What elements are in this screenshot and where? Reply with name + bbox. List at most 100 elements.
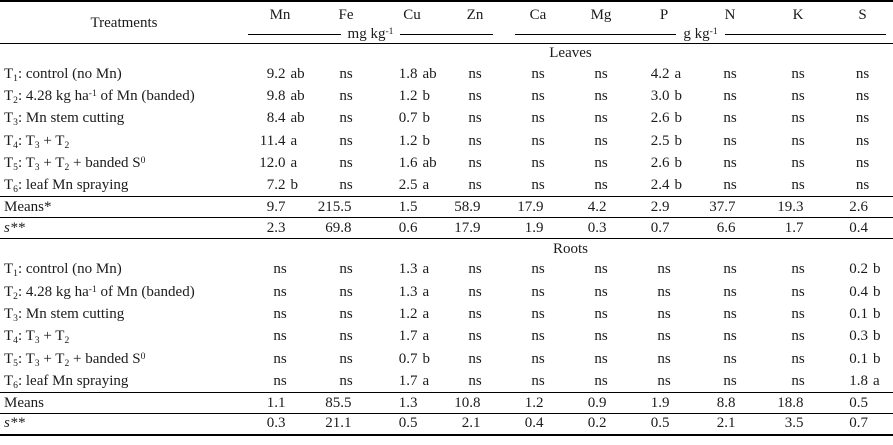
value-number: 0.2 (587, 415, 607, 432)
value: 1.7 a (382, 373, 443, 389)
value-number: 1.3 (398, 394, 418, 411)
value-cell: ns (764, 303, 832, 325)
significance-letter (873, 221, 893, 236)
value-number: 1.7 (784, 219, 804, 236)
value-cell: ns (632, 370, 696, 392)
value-cell: ns (696, 108, 764, 130)
means-row: Means* 9.7 215.5 1.5 58.9 17.9 4.2 2.9 37.7 19.3 2… (0, 196, 893, 218)
value-cell: 0.5 (632, 414, 696, 435)
ns-value: ns (339, 132, 353, 149)
value-cell: ns (444, 130, 506, 152)
value-cell: 0.3 b (832, 326, 893, 348)
value: 0.7 (832, 416, 893, 431)
significance-letter: b (873, 283, 881, 300)
treatment-cell: T3: Mn stem cutting (4, 306, 125, 325)
value: 0.4 (832, 220, 893, 236)
value-number: 0.7 (398, 110, 418, 127)
value: 1.9 (508, 219, 569, 236)
value-cell: 215.5 (312, 197, 380, 218)
value-cell: 0.2 b (832, 259, 893, 281)
unit-g-label: g kg-1 (683, 25, 718, 42)
value: 7.2 b (250, 177, 311, 193)
value: 17.9 (445, 220, 506, 236)
ns-value: ns (723, 65, 737, 82)
value-number: 85.5 (325, 394, 352, 411)
value: 6.6 (700, 220, 761, 236)
ns-value: ns (531, 154, 545, 171)
value-cell: 2.5 a (380, 174, 444, 196)
value-cell: ns (248, 348, 312, 370)
value-cell: 21.1 (312, 414, 380, 435)
treatment-cell: T4: T3 + T2 (4, 132, 70, 151)
value-cell: ns (570, 326, 632, 348)
value-cell: 0.7 b (380, 108, 444, 130)
value: 17.9 (508, 198, 569, 215)
ns-value: ns (531, 110, 545, 127)
value-number: 4.2 (650, 65, 670, 82)
significance-letter: b (674, 176, 683, 193)
value-cell: ns (312, 259, 380, 281)
value-cell: ns (248, 281, 312, 303)
significance-letter: a (290, 132, 298, 149)
col-header-p: P (659, 7, 669, 23)
value: 0.2 (571, 416, 632, 431)
value-cell: 2.9 (632, 197, 696, 218)
value-cell: 2.6 (832, 197, 893, 218)
significance-letter: a (674, 65, 682, 82)
value-number: 2.6 (650, 110, 670, 127)
ns-value: ns (723, 350, 737, 367)
ns-value: ns (339, 154, 353, 171)
value-cell: ns (832, 174, 893, 196)
treatment-cell: T3: Mn stem cutting (4, 110, 125, 129)
treatment-cell: T2: 4.28 kg ha-1 of Mn (banded) (4, 283, 195, 302)
value-cell: ns (248, 326, 312, 348)
treatment-row: T6: leaf Mn spraying ns ns 1.7 a ns ns ns ns ns ns… (0, 370, 893, 392)
significance-letter (612, 221, 632, 236)
ns-value: ns (791, 283, 805, 300)
ns-value: ns (468, 328, 482, 345)
significance-letter (873, 200, 893, 215)
value-number: 9.8 (266, 87, 286, 104)
value-cell: ns (506, 348, 570, 370)
significance-letter (291, 200, 311, 215)
value: 1.2 (508, 395, 569, 411)
value: 9.8 ab (250, 87, 311, 104)
ns-value: ns (468, 283, 482, 300)
value: 1.2 b (382, 133, 443, 149)
treatment-row: T4: T3 + T2 ns ns 1.7 a ns ns ns ns ns ns 0.3 b (0, 326, 893, 348)
ns-value: ns (468, 65, 482, 82)
value-cell: ns (312, 85, 380, 107)
header-row-elements: Treatments Mn Fe Cu Zn Ca Mg P N K S (0, 1, 893, 31)
value-cell: ns (570, 259, 632, 281)
value-number: 0.6 (398, 219, 418, 236)
ns-value: ns (339, 328, 353, 345)
significance-letter (423, 221, 443, 236)
value-cell: 1.5 (380, 197, 444, 218)
treatment-cell: T6: leaf Mn spraying (4, 176, 129, 195)
significance-letter: b (873, 350, 881, 367)
ns-value: ns (273, 283, 287, 300)
value: 19.3 (768, 199, 829, 215)
value-cell: ns (570, 303, 632, 325)
value-number: 1.2 (398, 87, 418, 104)
value-cell: 1.7 a (380, 370, 444, 392)
value-cell: 3.0 b (632, 85, 696, 107)
value-cell: ns (444, 174, 506, 196)
value-number: 1.9 (524, 219, 544, 236)
value: 2.6 b (634, 111, 695, 126)
col-header-ca: Ca (529, 7, 547, 23)
value-number: 17.9 (517, 198, 544, 215)
treatment-row: T3: Mn stem cutting ns ns 1.2 a ns ns ns ns ns ns 0… (0, 303, 893, 325)
value-number: 3.0 (650, 87, 670, 104)
ns-value: ns (531, 261, 545, 278)
ns-value: ns (594, 176, 608, 193)
rule-line (515, 33, 677, 35)
significance-letter: b (674, 132, 683, 149)
ns-value: ns (791, 110, 805, 127)
value: 0.3 (571, 220, 632, 236)
value: 18.8 (768, 395, 829, 411)
treatment-row: T5: T3 + T2 + banded S0 ns ns 0.7 b ns ns ns ns n… (0, 348, 893, 370)
value-cell: ns (832, 152, 893, 174)
rule-line (724, 33, 886, 35)
significance-letter (357, 200, 377, 215)
